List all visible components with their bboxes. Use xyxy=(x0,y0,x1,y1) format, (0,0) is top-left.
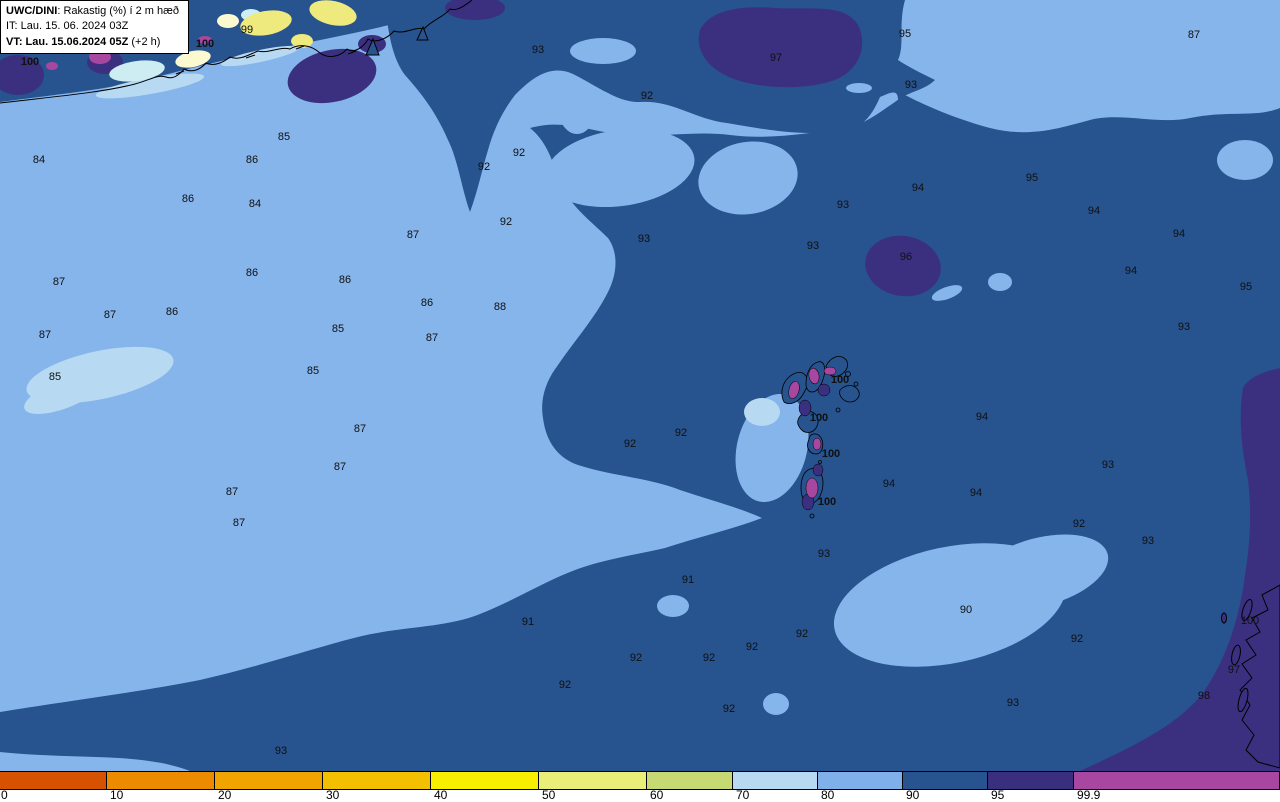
valid-time-line: VT: Lau. 15.06.2024 05Z (+2 h) xyxy=(6,35,184,50)
colorbar-tick-label: 20 xyxy=(218,788,232,802)
init-time-line: IT: Lau. 15. 06. 2024 03Z xyxy=(6,20,129,33)
colorbar-tick-label: 60 xyxy=(650,788,664,802)
colorbar-tick-labels: 0 10 20 30 40 50 60 70 80 90 95 99.9 xyxy=(0,788,1280,802)
colorbar-tick-label: 10 xyxy=(110,788,124,802)
colorbar-segment xyxy=(903,772,988,789)
colorbar-tick-label: 0 xyxy=(1,788,8,802)
colorbar-segment xyxy=(539,772,647,789)
colorbar-segment xyxy=(647,772,733,789)
colorbar-segment xyxy=(818,772,903,789)
model-name: UWC/DINI xyxy=(6,5,58,17)
colorbar-tick-label: 50 xyxy=(542,788,556,802)
faroe-humidity-maxima xyxy=(788,366,837,511)
colorbar-segment xyxy=(988,772,1074,789)
colorbar-segment xyxy=(431,772,539,789)
parameter-name: : Rakastig (%) í 2 m hæð xyxy=(57,5,179,17)
colorbar-segment xyxy=(1074,772,1280,789)
colorbar-tick-label: 40 xyxy=(434,788,448,802)
colorbar-segment xyxy=(107,772,215,789)
model-title-line: UWC/DINI: Rakastig (%) í 2 m hæð xyxy=(6,4,184,19)
humidity-map-svg xyxy=(0,0,1280,771)
colorbar-tick-label: 70 xyxy=(736,788,750,802)
colorbar: 0 10 20 30 40 50 60 70 80 90 95 99.9 xyxy=(0,771,1280,802)
colorbar-tick-label: 80 xyxy=(821,788,835,802)
iceland-coastline xyxy=(0,0,473,104)
colorbar-tick-label: 30 xyxy=(326,788,340,802)
colorbar-tick-label: 99.9 xyxy=(1077,788,1101,802)
title-box: UWC/DINI: Rakastig (%) í 2 m hæð IT: Lau… xyxy=(0,0,189,55)
scotland-coastline xyxy=(1221,584,1280,769)
colorbar-tick-label: 95 xyxy=(991,788,1005,802)
colorbar-segment xyxy=(215,772,323,789)
pale-humidity-patches xyxy=(24,346,780,426)
lead-time: (+2 h) xyxy=(128,35,161,48)
colorbar-segment xyxy=(0,772,107,789)
colorbar-segment xyxy=(733,772,818,789)
colorbar-tick-label: 90 xyxy=(906,788,920,802)
valid-time: VT: Lau. 15.06.2024 05Z xyxy=(6,35,129,48)
purple-humidity-regions xyxy=(698,7,1280,771)
forecast-map: 100 100 99 93 92 97 95 93 87 85 84 86 86 84 92 92 87 92 93… xyxy=(0,0,1280,771)
colorbar-segment xyxy=(323,772,431,789)
iceland-land xyxy=(0,0,505,104)
colorbar-segments xyxy=(0,771,1280,790)
